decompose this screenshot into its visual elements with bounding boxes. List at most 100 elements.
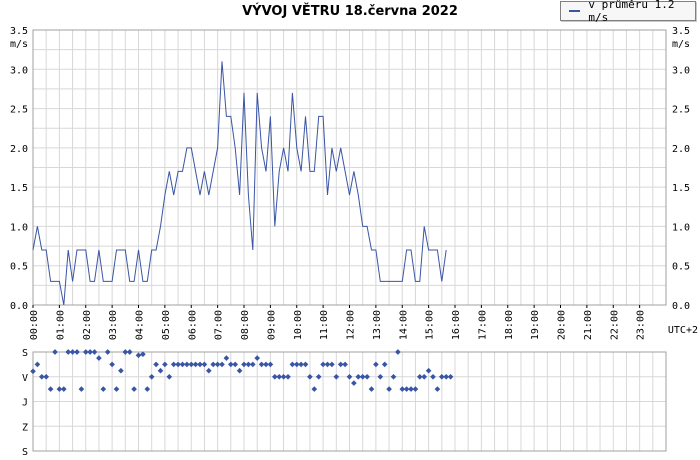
x-tick-label: 00:00 [29, 310, 40, 340]
y-tick-label-right: 3.5 [672, 26, 690, 37]
direction-point [390, 373, 397, 380]
y-tick-label-right: 1.0 [672, 222, 690, 233]
direction-point [34, 361, 41, 368]
direction-point [315, 373, 322, 380]
direction-point [412, 386, 419, 392]
direction-point [267, 361, 274, 368]
direction-point [60, 386, 67, 392]
direction-point [355, 373, 362, 380]
direction-point [342, 361, 348, 368]
direction-point [399, 386, 406, 392]
direction-point [408, 386, 414, 392]
direction-tick-label: Z [22, 422, 28, 433]
direction-point [219, 361, 225, 368]
direction-point [118, 367, 124, 374]
direction-point [416, 373, 423, 380]
direction-point [104, 349, 111, 355]
direction-panel: S V J Z S [22, 348, 667, 458]
direction-point [241, 361, 247, 368]
direction-point [364, 373, 370, 380]
wind-speed-line [32, 61, 447, 306]
direction-point [298, 361, 304, 368]
x-tick-label: 07:00 [214, 310, 225, 340]
direction-point [386, 386, 392, 392]
direction-point [276, 373, 283, 380]
x-tick-label: 05:00 [161, 310, 172, 340]
direction-tick-label: S [22, 348, 28, 359]
x-tick-label: 03:00 [108, 310, 119, 340]
direction-point [162, 361, 168, 368]
direction-point [148, 373, 155, 380]
x-tick-label: 17:00 [477, 310, 488, 340]
direction-point [192, 361, 199, 368]
direction-point [113, 386, 120, 392]
direction-point [430, 373, 436, 380]
direction-point [179, 361, 186, 368]
direction-point [258, 361, 265, 368]
direction-point [351, 380, 357, 386]
direction-point [307, 373, 313, 380]
x-tick-label: 06:00 [187, 310, 198, 340]
direction-point [425, 367, 432, 374]
direction-point [144, 386, 151, 392]
direction-point [140, 351, 146, 358]
y-tick-label-right: 0.0 [672, 301, 690, 312]
direction-point [324, 361, 331, 368]
x-tick-label: 14:00 [398, 310, 409, 340]
speed-panel: 0.0 0.0 0.5 0.5 1.0 1.0 1.5 1.5 2.0 2.0 2.5 2.5 3.0 3… [10, 26, 698, 340]
direction-point [122, 349, 129, 355]
y-tick-label-right: 3.0 [672, 65, 690, 76]
direction-point [289, 361, 296, 368]
direction-point [166, 373, 173, 380]
x-tick-label: 23:00 [636, 310, 647, 340]
y-axis-unit-left: m/s [10, 39, 28, 50]
direction-point [69, 349, 76, 355]
direction-point [87, 349, 93, 355]
direction-tick-label: J [22, 398, 28, 409]
direction-tick-label: S [22, 447, 28, 458]
y-tick-label-right: 0.5 [672, 262, 690, 273]
x-tick-label: 01:00 [55, 310, 66, 340]
direction-point [236, 367, 243, 374]
x-tick-label: 22:00 [609, 310, 620, 340]
direction-point [395, 349, 401, 355]
x-tick-label: 11:00 [319, 310, 330, 340]
direction-point [223, 355, 230, 361]
direction-point [302, 361, 309, 368]
direction-point [311, 386, 318, 392]
direction-point [184, 361, 190, 368]
direction-point [443, 373, 450, 380]
direction-point [245, 361, 252, 368]
x-tick-label: 18:00 [504, 310, 515, 340]
direction-point [210, 361, 217, 368]
direction-point [403, 386, 410, 392]
x-tick-label: 09:00 [266, 310, 277, 340]
x-tick-label: 15:00 [425, 310, 436, 340]
direction-point [214, 361, 221, 368]
x-tick-label: 10:00 [293, 310, 304, 340]
direction-point [280, 373, 287, 380]
direction-point [232, 361, 239, 368]
legend-label: v průměru 1.2 m/s [588, 0, 675, 24]
direction-point [188, 361, 195, 368]
direction-point [65, 349, 72, 355]
direction-point [201, 361, 208, 368]
y-tick-label-right: 2.0 [672, 144, 690, 155]
direction-point [74, 349, 80, 355]
direction-point [30, 368, 36, 375]
direction-point [368, 386, 375, 392]
direction-point [47, 386, 54, 392]
y-axis-unit-right: m/s [672, 39, 690, 50]
direction-point [96, 355, 102, 361]
x-tick-label: 20:00 [557, 310, 568, 340]
x-tick-label: 21:00 [583, 310, 594, 340]
direction-point [381, 361, 388, 368]
direction-point [131, 386, 137, 392]
x-tick-label: 04:00 [135, 310, 146, 340]
direction-point [359, 373, 366, 380]
direction-point [346, 373, 353, 380]
direction-point [271, 373, 278, 380]
direction-point [329, 361, 335, 368]
direction-point [421, 373, 428, 380]
legend-box: v průměru 1.2 m/s [560, 0, 696, 24]
